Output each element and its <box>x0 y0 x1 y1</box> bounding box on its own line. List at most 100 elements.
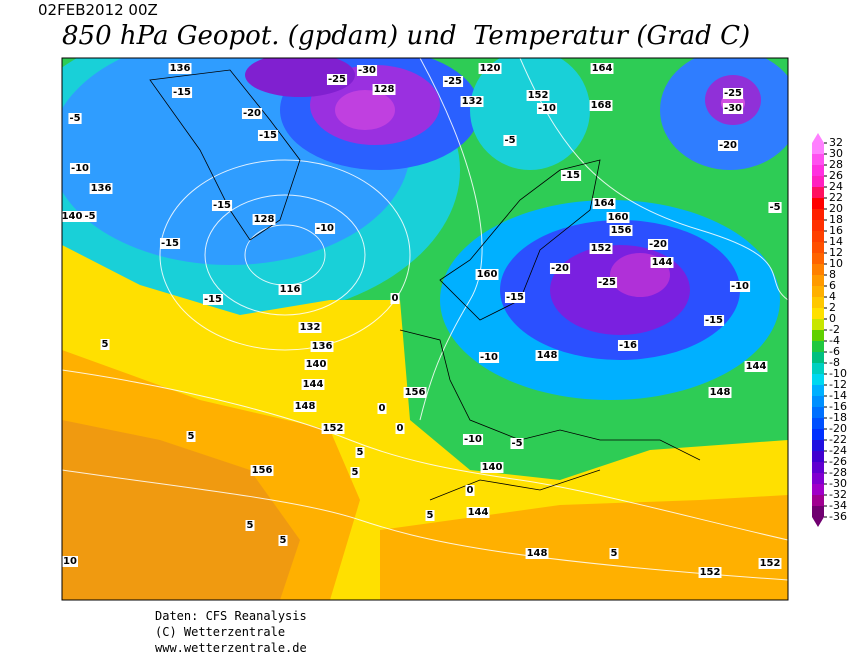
contour-label: 144 <box>746 361 767 372</box>
label-box <box>293 401 317 412</box>
contour-label: -10 <box>480 352 498 363</box>
colorbar-label: -18 <box>829 411 847 424</box>
label-box <box>403 387 427 398</box>
label-box <box>722 88 744 99</box>
colorbar: 32302826242220181614121086420-2-4-6-8-10… <box>812 133 847 527</box>
contour-label: -10 <box>731 281 749 292</box>
label-box <box>278 535 288 546</box>
label-box <box>503 135 517 146</box>
label-box <box>314 223 336 234</box>
contour-label: 140 <box>482 462 503 473</box>
colorbar-cap <box>812 133 824 143</box>
contour-label: -30 <box>358 65 376 76</box>
colorbar-label: -20 <box>829 422 847 435</box>
label-box <box>350 467 360 478</box>
title: 850 hPa Geopot. (gpdam) und Temperatur (… <box>62 21 750 51</box>
contour-label: 10 <box>63 556 77 567</box>
contour-label: -5 <box>84 211 95 222</box>
contour-label: -10 <box>71 163 89 174</box>
label-box <box>466 507 490 518</box>
label-box <box>83 211 97 222</box>
label-box <box>69 163 91 174</box>
contour-label: 152 <box>760 558 781 569</box>
colorbar-label: 22 <box>829 191 843 204</box>
label-box <box>460 96 484 107</box>
colorbar-band <box>812 330 824 341</box>
colorbar-band <box>812 418 824 429</box>
label-box <box>589 243 613 254</box>
colorbar-label: -24 <box>829 444 847 457</box>
colorbar-band <box>812 198 824 209</box>
label-box <box>549 263 571 274</box>
colorbar-label: 14 <box>829 235 843 248</box>
contour-label: -20 <box>243 108 261 119</box>
contour-label: 164 <box>592 63 613 74</box>
contour-label: 156 <box>405 387 426 398</box>
label-box <box>62 211 84 222</box>
contour-label: 152 <box>700 567 721 578</box>
colorbar-label: 4 <box>829 290 836 303</box>
contour-label: -15 <box>173 87 191 98</box>
contour-label: 5 <box>357 447 364 458</box>
label-box <box>390 293 400 304</box>
contour-label: -16 <box>619 340 637 351</box>
contour-label: 128 <box>374 84 395 95</box>
contour-label: 148 <box>295 401 316 412</box>
label-box <box>475 269 499 280</box>
label-box <box>202 294 224 305</box>
label-box <box>298 322 322 333</box>
colorbar-label: -32 <box>829 488 847 501</box>
colorbar-cap <box>812 517 824 527</box>
colorbar-label: -2 <box>829 323 840 336</box>
copyright: (C) Wetterzentrale <box>155 625 285 639</box>
colorbar-band <box>812 209 824 220</box>
contour-label: 136 <box>91 183 112 194</box>
label-box <box>698 567 722 578</box>
colorbar-label: 26 <box>829 169 843 182</box>
colorbar-label: 32 <box>829 136 843 149</box>
colorbar-label: 16 <box>829 224 843 237</box>
label-box <box>465 485 475 496</box>
label-box <box>377 403 387 414</box>
contour-label: -5 <box>504 135 515 146</box>
label-box <box>168 63 192 74</box>
label-box <box>722 103 744 114</box>
contour-label: -20 <box>551 263 569 274</box>
label-box <box>647 239 669 250</box>
label-box <box>89 183 113 194</box>
url: www.wetterzentrale.de <box>155 641 307 655</box>
label-box <box>395 423 405 434</box>
source: Daten: CFS Reanalysis <box>155 609 307 623</box>
contour-label: 5 <box>427 510 434 521</box>
colorbar-label: 6 <box>829 279 836 292</box>
label-box <box>478 352 500 363</box>
contour-label: 5 <box>611 548 618 559</box>
contour-label: 152 <box>323 423 344 434</box>
label-box <box>729 281 751 292</box>
contour-label: 156 <box>252 465 273 476</box>
colorbar-label: 8 <box>829 268 836 281</box>
label-box <box>617 340 639 351</box>
colorbar-band <box>812 484 824 495</box>
colorbar-band <box>812 396 824 407</box>
contour-label: 5 <box>188 431 195 442</box>
colorbar-band <box>812 286 824 297</box>
contour-label: -25 <box>598 277 616 288</box>
contour-label: -15 <box>259 130 277 141</box>
label-box <box>252 214 276 225</box>
label-box <box>100 339 110 350</box>
contour-label: 5 <box>102 339 109 350</box>
label-box <box>245 520 255 531</box>
colorbar-band <box>812 495 824 506</box>
contour-label: 0 <box>467 485 474 496</box>
colorbar-label: -14 <box>829 389 847 402</box>
colorbar-band <box>812 220 824 231</box>
label-box <box>159 238 181 249</box>
contour-label: 116 <box>280 284 301 295</box>
label-box <box>211 200 233 211</box>
contour-label: -20 <box>649 239 667 250</box>
colorbar-label: -8 <box>829 356 840 369</box>
label-box <box>560 170 582 181</box>
